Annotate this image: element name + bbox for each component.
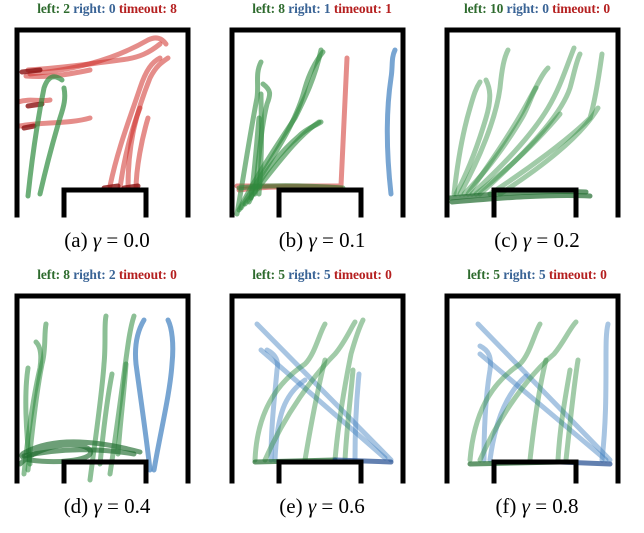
obstacle-table [64,190,146,215]
right-count: 2 [109,267,116,282]
left-label: left: [37,267,60,282]
timeout-count: 1 [385,1,392,16]
outcome-counts: left: 8 right: 2 timeout: 0 [0,267,214,283]
outcome-counts: left: 5 right: 5 timeout: 0 [215,267,429,283]
timeout-label: timeout: [552,1,600,16]
right-label: right: [73,1,105,16]
caption-label: (d) [64,494,89,518]
left-count: 8 [278,1,285,16]
obstacle-table [279,190,361,215]
outcome-counts: left: 5 right: 5 timeout: 0 [430,267,644,283]
left-label: left: [467,267,490,282]
right-count: 5 [539,267,546,282]
caption-label: (c) [494,228,517,252]
left-count: 2 [63,1,70,16]
right-count: 5 [324,267,331,282]
panel-caption: (f) γ = 0.8 [430,494,644,519]
right-label: right: [288,267,320,282]
gamma-symbol: γ [308,494,316,518]
panel-caption: (e) γ = 0.6 [215,494,429,519]
trajectory-plot [0,284,214,484]
left-count: 8 [63,267,70,282]
timeout-count: 0 [603,1,610,16]
panel-f: left: 5 right: 5 timeout: 0 [430,266,644,532]
panel-caption: (b) γ = 0.1 [215,228,429,253]
gamma-symbol: γ [308,228,316,252]
equals-sign: = [322,228,334,252]
timeout-count: 8 [170,1,177,16]
timeout-count: 0 [170,267,177,282]
left-count: 10 [490,1,503,16]
gamma-value: 0.4 [124,494,150,518]
trajectory-plot [430,18,644,218]
equals-sign: = [535,494,547,518]
right-label: right: [507,1,539,16]
gamma-symbol: γ [93,494,101,518]
obstacle-table [64,462,146,481]
right-count: 0 [109,1,116,16]
panel-caption: (c) γ = 0.2 [430,228,644,253]
gamma-value: 0.6 [338,494,364,518]
panel-d: left: 8 right: 2 timeout: 0 [0,266,214,532]
gamma-value: 0.2 [553,228,579,252]
caption-label: (e) [279,494,302,518]
timeout-label: timeout: [549,267,597,282]
trajectory-plot [430,284,644,484]
gamma-value: 0.8 [552,494,578,518]
left-label: left: [464,1,487,16]
gamma-symbol: γ [523,228,531,252]
caption-label: (a) [64,228,87,252]
trajectory-plot [215,18,429,218]
obstacle-table [279,462,361,481]
panel-b: left: 8 right: 1 timeout: 1 [215,0,429,266]
right-label: right: [503,267,535,282]
timeout-count: 0 [600,267,607,282]
timeout-label: timeout: [334,1,382,16]
right-count: 1 [324,1,331,16]
timeout-label: timeout: [334,267,382,282]
left-count: 5 [278,267,285,282]
panel-e: left: 5 right: 5 timeout: 0 [215,266,429,532]
left-count: 5 [493,267,500,282]
gamma-value: 0.0 [123,228,149,252]
caption-label: (f) [495,494,516,518]
timeout-label: timeout: [119,267,167,282]
panel-c: left: 10 right: 0 timeout: 0 [430,0,644,266]
trajectory-plot [0,18,214,218]
outcome-counts: left: 10 right: 0 timeout: 0 [430,1,644,17]
panel-caption: (d) γ = 0.4 [0,494,214,519]
panel-a: left: 2 right: 0 timeout: 8 [0,0,214,266]
left-label: left: [252,1,275,16]
timeout-label: timeout: [119,1,167,16]
gamma-value: 0.1 [339,228,365,252]
right-count: 0 [542,1,549,16]
right-label: right: [288,1,320,16]
trajectory-plot [215,284,429,484]
panel-caption: (a) γ = 0.0 [0,228,214,253]
left-label: left: [252,267,275,282]
caption-label: (b) [279,228,304,252]
left-label: left: [37,1,60,16]
equals-sign: = [107,494,119,518]
right-label: right: [73,267,105,282]
timeout-count: 0 [385,267,392,282]
gamma-symbol: γ [522,494,530,518]
equals-sign: = [106,228,118,252]
equals-sign: = [536,228,548,252]
outcome-counts: left: 8 right: 1 timeout: 1 [215,1,429,17]
outcome-counts: left: 2 right: 0 timeout: 8 [0,1,214,17]
gamma-symbol: γ [93,228,101,252]
equals-sign: = [321,494,333,518]
